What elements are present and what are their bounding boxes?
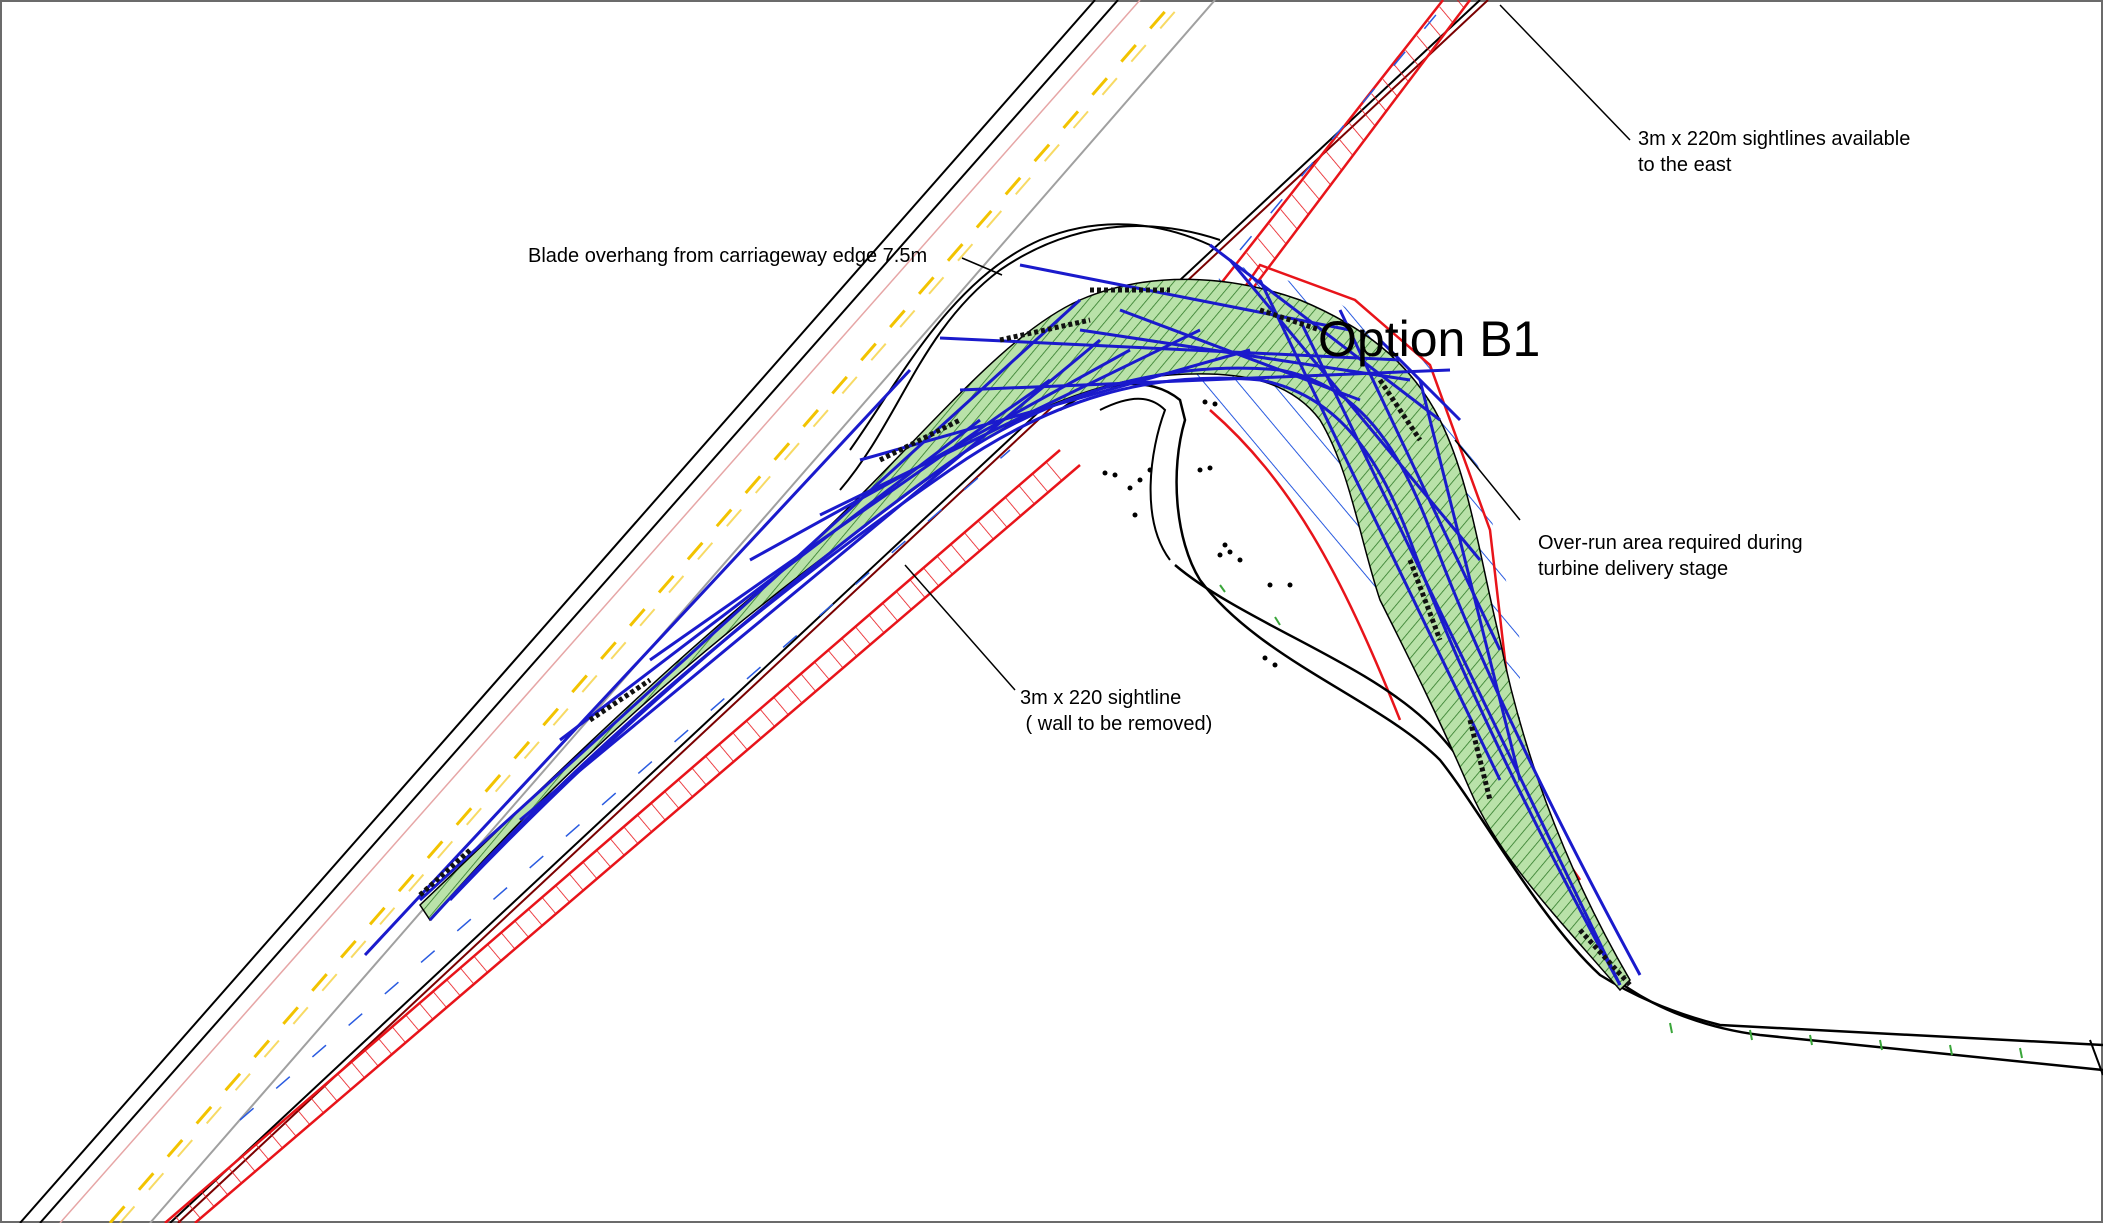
callout-sightline-east-line2: to the east (1638, 154, 1732, 176)
callout-sightline-west-line1: 3m x 220 sightline (1020, 687, 1182, 709)
callout-sightline-west-line2: ( wall to be removed) (1020, 713, 1213, 735)
survey-points (1102, 399, 1293, 668)
callout-sightline-east: 3m x 220m sightlines available to the ea… (1638, 126, 1910, 178)
callout-blade-overhang: Blade overhang from carriageway edge 7.5… (528, 243, 927, 269)
callout-overrun-area-line1: Over-run area required during (1538, 532, 1803, 554)
sightline-strip-west (164, 449, 1081, 1223)
callout-overrun-area: Over-run area required during turbine de… (1538, 530, 1803, 582)
option-label: Option B1 (1318, 311, 1541, 367)
callout-sightline-west: 3m x 220 sightline ( wall to be removed) (1020, 685, 1212, 737)
callout-overrun-area-line2: turbine delivery stage (1538, 558, 1729, 580)
verge-ticks (1219, 584, 2023, 1059)
main-road (19, 0, 1489, 1223)
side-road (1059, 382, 2103, 1076)
callout-sightline-east-line1: 3m x 220m sightlines available (1638, 128, 1911, 150)
sightline-strip-east (1207, 0, 1471, 313)
vehicle-bodies (418, 287, 1632, 987)
callout-blade-overhang-line1: Blade overhang from carriageway edge 7.5… (528, 245, 928, 267)
leader-lines (904, 4, 1631, 691)
